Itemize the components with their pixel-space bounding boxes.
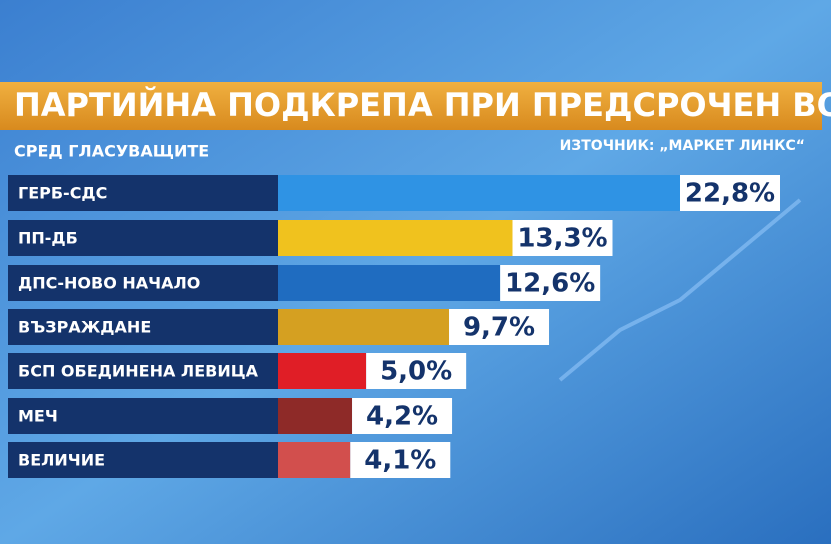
bar [278,398,353,434]
value-label: 5,0% [380,357,452,387]
label-box [8,353,278,389]
bar [278,220,513,256]
value-label: 12,6% [505,269,595,299]
chart-title: ПАРТИЙНА ПОДКРЕПА ПРИ ПРЕДСРОЧЕН ВОТ [14,86,831,124]
value-label: 9,7% [463,313,535,343]
bar [278,265,501,301]
value-label: 13,3% [517,224,607,254]
bars: ГЕРБ-СДС 22,8% ПП-ДБ 13,3% ДПС-НОВО НАЧАЛО 12… [8,175,780,478]
category-label: ВЕЛИЧИЕ [18,451,105,470]
value-label: 22,8% [685,179,775,209]
value-box [680,175,780,211]
bar [278,175,680,211]
value-box [512,220,613,256]
value-box [350,442,451,478]
label-box [8,175,278,211]
category-label: ГЕРБ-СДС [18,184,107,203]
category-label: ПП-ДБ [18,229,78,248]
value-label: 4,1% [364,446,436,476]
label-box [8,309,278,345]
bar [278,353,367,389]
decor [558,198,802,382]
title-bar [0,82,822,130]
category-label: МЕЧ [18,407,58,426]
category-label: ВЪЗРАЖДАНЕ [18,318,151,337]
subtitle: СРЕД ГЛАСУВАЩИТЕ [14,142,209,161]
category-label: ДПС-НОВО НАЧАЛО [18,274,200,293]
label-box [8,220,278,256]
label-box [8,265,278,301]
label-box [8,398,278,434]
label-box [8,442,278,478]
bar [278,309,450,345]
category-label: БСП ОБЕДИНЕНА ЛЕВИЦА [18,362,259,381]
value-label: 4,2% [366,402,438,432]
value-box [366,353,467,389]
value-box [500,265,601,301]
value-box [352,398,453,434]
value-box [449,309,550,345]
bar [278,442,351,478]
source: ИЗТОЧНИК: „МАРКЕТ ЛИНКС“ [560,138,805,154]
